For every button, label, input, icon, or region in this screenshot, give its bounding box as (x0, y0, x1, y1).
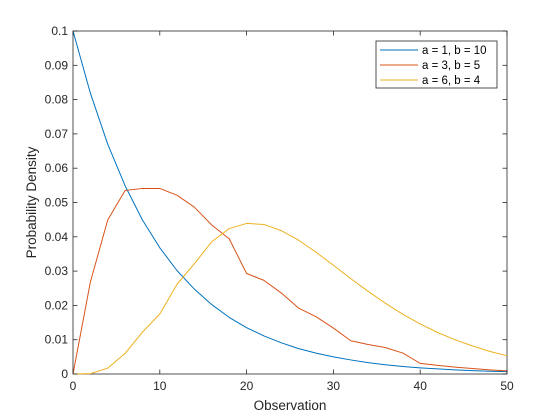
x-tick-label: 0 (70, 379, 77, 393)
y-tick-label: 0.01 (45, 333, 69, 347)
y-tick-label: 0.03 (45, 264, 69, 278)
y-tick-label: 0.08 (45, 93, 69, 107)
x-tick-label: 10 (153, 379, 167, 393)
x-tick-label: 30 (327, 379, 341, 393)
y-tick-label: 0 (61, 367, 68, 381)
tick-layer: 0 10 20 30 40 50 0 0.01 0.02 0.03 0.04 0.05 0.06 0.07… (45, 24, 514, 393)
series-line-1 (72, 30, 508, 373)
legend-entry-1: a = 1, b = 10 (422, 45, 487, 57)
y-tick-label: 0.1 (51, 24, 68, 38)
legend-entry-2: a = 3, b = 5 (422, 60, 480, 72)
x-tick-label: 40 (414, 379, 428, 393)
y-tick-label: 0.09 (45, 58, 69, 72)
series-line-2 (72, 187, 508, 375)
y-tick-label: 0.07 (45, 127, 69, 141)
series-layer (72, 30, 508, 375)
x-tick-label: 50 (500, 379, 514, 393)
legend: a = 1, b = 10 a = 3, b = 5 a = 6, b = 4 (375, 40, 498, 89)
y-axis-label: Probability Density (24, 146, 39, 258)
series-line-3 (72, 222, 508, 375)
x-axis-label: Observation (254, 398, 327, 413)
y-tick-label: 0.05 (45, 196, 69, 210)
y-tick-label: 0.02 (45, 298, 69, 312)
legend-entry-3: a = 6, b = 4 (422, 75, 481, 87)
y-tick-label: 0.04 (45, 230, 69, 244)
y-tick-label: 0.06 (45, 161, 69, 175)
x-tick-label: 20 (240, 379, 254, 393)
